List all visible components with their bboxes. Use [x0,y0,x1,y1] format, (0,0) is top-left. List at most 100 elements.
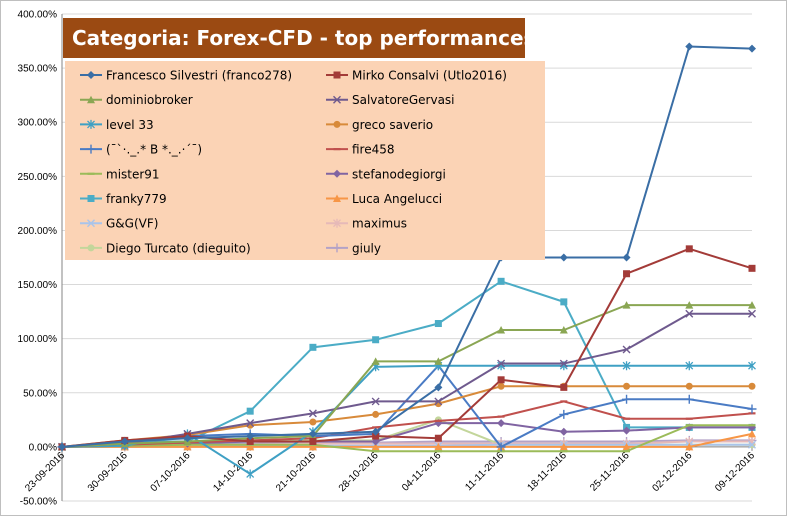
legend-item: stefanodegiorgi [326,167,446,181]
data-point [685,442,694,451]
data-point [622,345,631,354]
data-point [308,442,317,451]
legend-item: mister91 [80,167,160,181]
data-point [333,169,341,178]
data-point [246,469,255,479]
data-point [371,442,380,451]
y-tick-label: 200.00% [18,226,58,237]
data-point [560,383,568,391]
legend-label: dominiobroker [106,93,193,107]
legend-label: Diego Turcato (dieguito) [106,241,251,255]
data-point [434,442,443,451]
data-point [685,382,693,390]
legend-item: greco saverio [326,118,433,132]
legend-item: giuly [326,241,381,255]
legend-label: franky779 [106,192,167,206]
data-point [87,219,95,228]
data-point [748,309,756,318]
series-line [61,424,752,453]
legend-label: greco saverio [352,118,433,132]
data-point [559,253,568,262]
data-point [87,95,95,104]
data-point [747,404,757,414]
data-point [685,245,693,253]
legend-item: franky779 [80,192,167,206]
data-point [622,253,631,262]
data-point [58,442,66,451]
legend-label: stefanodegiorgi [352,167,446,181]
legend-label: mister91 [106,167,160,181]
data-point [559,359,568,368]
data-point [497,277,505,285]
y-tick-label: 100.00% [18,334,58,345]
legend-label: (¯`·._.* B *._.·´¯) [106,143,202,157]
y-tick-label: 50.00% [23,388,57,399]
data-point [748,301,756,309]
legend-label: G&G(VF) [106,217,158,231]
data-point [434,397,443,406]
legend-label: fire458 [352,143,395,157]
data-point [622,442,631,451]
y-tick-label: 350.00% [18,64,58,75]
series-layer [57,42,757,479]
legend-item: (¯`·._.* B *._.·´¯) [80,143,202,157]
data-point [246,442,255,451]
data-point [246,407,254,415]
data-point [497,359,506,368]
data-point [309,437,317,445]
data-point [371,397,380,406]
series-line [61,400,753,448]
data-point [685,309,694,318]
data-point [371,357,380,365]
data-point [559,442,568,451]
data-point [434,434,442,442]
data-point [497,419,506,428]
legend-label: Mirko Consalvi (Utlo2016) [352,69,507,83]
data-point [183,434,192,443]
data-point [87,195,95,202]
series-line [61,45,753,448]
data-point [246,432,255,441]
legend-item: SalvatoreGervasi [326,93,455,107]
data-point [87,119,95,129]
legend-item: Luca Angelucci [326,192,442,206]
data-point [333,120,341,128]
series-line [61,304,752,448]
y-tick-label: 250.00% [18,172,58,183]
legend-item: fire458 [326,143,395,157]
data-point [246,437,254,445]
data-point [748,361,756,371]
data-point [372,432,380,440]
chart-title-box: Categoria: Forex-CFD - top performances [63,18,535,58]
legend-item: G&G(VF) [80,217,158,231]
legend-item: Mirko Consalvi (Utlo2016) [326,69,507,83]
y-tick-label: 400.00% [18,10,58,21]
y-axis: -50.00% 0.00% 50.00% 100.00% 150.00% 200.00% 2… [18,10,63,508]
data-point [333,194,341,202]
data-point [497,376,505,384]
data-point [333,71,341,79]
data-point [748,44,756,53]
data-point [372,336,380,344]
data-point [559,427,568,436]
data-point [333,95,341,104]
data-point [560,298,568,306]
data-point [309,418,317,426]
data-point [622,426,631,435]
legend-label: SalvatoreGervasi [352,93,455,107]
data-point [684,394,694,404]
data-point [622,394,632,404]
data-point [434,320,442,328]
data-point [434,357,443,365]
data-point [685,42,694,51]
legend-label: Luca Angelucci [352,192,442,206]
data-point [748,264,756,272]
legend-background [65,61,545,260]
series-line [61,247,753,448]
data-point [434,383,443,392]
data-point [748,382,756,390]
legend-label: maximus [352,217,407,231]
y-tick-label: 300.00% [18,118,58,129]
legend-item: Diego Turcato (dieguito) [80,241,251,255]
